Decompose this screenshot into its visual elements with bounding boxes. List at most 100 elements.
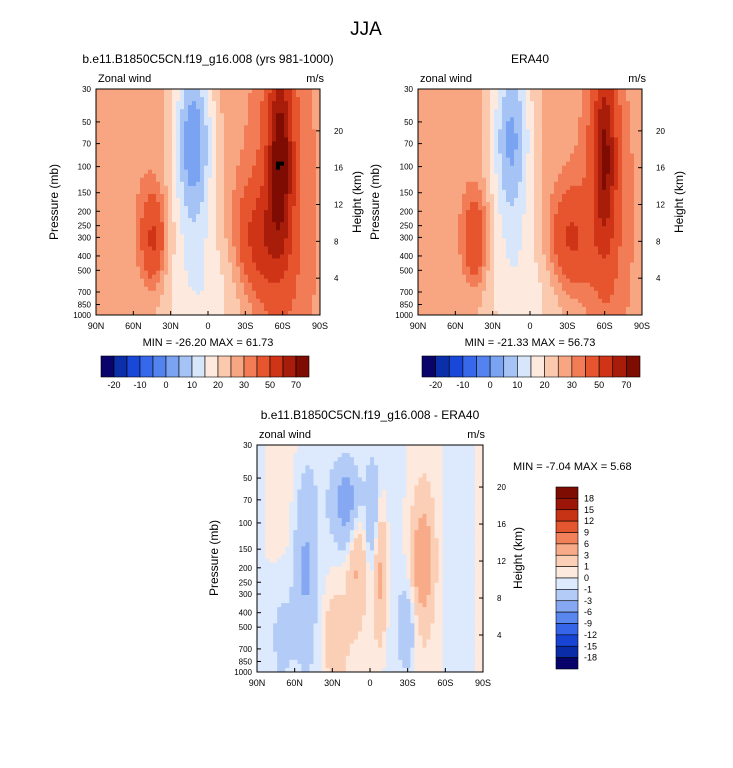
contour-cell [574,177,579,183]
contour-cell [128,165,133,171]
contour-cell [272,310,277,315]
contour-cell [256,89,261,94]
contour-cell [494,181,499,187]
contour-cell [236,254,241,260]
contour-cell [240,290,245,296]
contour-cell [164,109,169,114]
contour-cell [308,93,313,98]
contour-cell [180,109,185,114]
contour-cell [610,125,615,130]
contour-cell [300,161,305,167]
contour-cell [284,242,289,247]
contour-cell [316,89,320,94]
contour-cell [188,294,193,300]
contour-cell [252,218,257,223]
contour-cell [204,246,209,252]
contour-cell [160,214,165,219]
contour-cell [526,165,531,171]
contour-cell [288,290,293,296]
contour-cell [490,157,495,163]
contour-cell [578,153,583,159]
contour-cell [100,218,105,223]
contour-cell [284,117,289,122]
contour-cell [104,113,109,118]
contour-cell [168,97,173,102]
contour-cell [268,206,273,211]
contour-cell [216,222,221,227]
contour-cell [466,197,471,203]
contour-cell [586,89,591,94]
contour-cell [136,234,141,239]
contour-cell [140,294,145,300]
contour-cell [478,157,483,163]
contour-cell [104,173,109,179]
contour-cell [204,226,209,231]
contour-cell [582,177,587,183]
contour-cell [574,113,579,118]
contour-cell [236,105,241,110]
y-tick-label: 150 [78,189,92,198]
contour-cell [530,214,535,219]
contour-cell [534,141,539,147]
contour-cell [272,294,277,300]
contour-cell [244,93,249,98]
contour-cell [112,274,117,280]
contour-cell [280,222,285,227]
contour-cell [172,145,177,151]
contour-cell [172,185,177,191]
contour-cell [288,286,293,292]
contour-cell [598,93,603,98]
contour-cell [100,165,105,171]
contour-cell [304,117,309,122]
contour-cell [256,105,261,110]
contour-cell [244,282,249,288]
contour-cell [96,226,101,231]
contour-cell [622,133,627,139]
contour-cell [184,266,189,272]
contour-cell [280,302,285,308]
contour-cell [482,93,487,98]
contour-cell [300,145,305,151]
contour-cell [300,129,305,134]
contour-cell [112,262,117,268]
contour-cell [578,173,583,179]
contour-cell [240,165,245,171]
contour-cell [200,129,205,134]
contour-cell [120,254,125,260]
contour-cell [518,109,523,114]
contour-cell [582,169,587,175]
contour-cell [164,286,169,292]
contour-cell [590,157,595,163]
contour-cell [156,294,161,300]
contour-cell [204,189,209,195]
contour-cell [606,105,611,110]
contour-cell [296,250,301,256]
contour-cell [482,210,487,215]
contour-cell [534,214,539,219]
contour-cell [208,222,213,227]
contour-cell [112,226,117,231]
contour-cell [256,230,261,235]
contour-cell [598,206,603,211]
contour-cell [156,202,161,207]
contour-cell [156,298,161,304]
contour-cell [220,105,225,110]
contour-cell [272,238,277,243]
contour-cell [462,153,467,159]
contour-cell [284,218,289,223]
contour-cell [212,306,217,312]
contour-cell [184,306,189,312]
contour-cell [490,133,495,139]
contour-cell [180,222,185,227]
contour-cell [244,177,249,183]
contour-cell [308,302,313,308]
contour-cell [172,101,177,106]
contour-cell [426,161,431,167]
contour-cell [426,89,431,94]
contour-cell [446,181,451,187]
contour-cell [212,298,217,304]
contour-cell [602,185,607,191]
contour-cell [558,173,563,179]
contour-cell [562,181,567,187]
contour-cell [590,161,595,167]
